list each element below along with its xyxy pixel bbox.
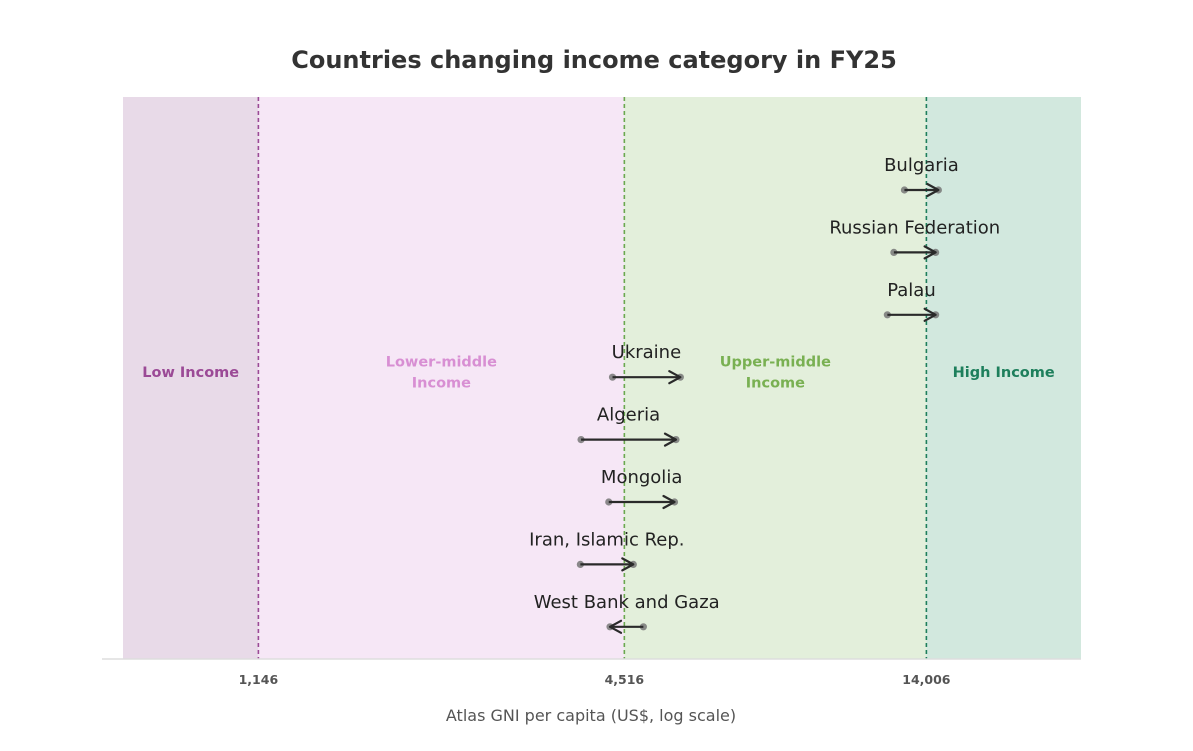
arrow-head [608,619,623,634]
arrow-head [663,432,678,447]
country-label: Russian Federation [829,217,1000,238]
band-lower-middle-income [258,97,625,659]
x-axis-ticks: 1,146 4,516 14,006 [239,672,951,687]
x-tick-label: 1,146 [239,672,279,687]
band-label-upper-middle-income: Upper-middle Income [720,355,831,392]
chart-title: Countries changing income category in FY… [291,46,897,74]
country-label: Iran, Islamic Rep. [529,529,684,550]
country-label: Ukraine [612,342,682,363]
band-label-lower-middle-income: Lower-middle Income [386,355,497,392]
band-labels: Low Income Lower-middle Income Upper-middle… [142,355,1055,392]
country-label: West Bank and Gaza [534,592,720,613]
country-row-bulgaria: Bulgaria [884,155,959,198]
country-label: Palau [887,280,936,301]
country-row-palau: Palau [883,280,940,322]
country-row-algeria: Algeria [577,405,680,447]
arrow-head [923,307,937,322]
arrow-head [668,370,682,385]
country-row-mongolia: Mongolia [601,467,682,510]
income-bands [123,97,1081,659]
country-row-west-bank-and-gaza: West Bank and Gaza [534,592,720,634]
x-axis-title: Atlas GNI per capita (US$, log scale) [446,706,736,725]
country-row-iran-islamic-rep: Iran, Islamic Rep. [529,529,685,572]
band-low-income [123,97,259,659]
country-label: Algeria [597,405,660,426]
band-label-high-income: High Income [953,365,1055,381]
arrow-head [923,245,937,260]
country-label: Mongolia [601,467,682,488]
country-label: Bulgaria [884,155,959,176]
country-row-ukraine: Ukraine [608,342,684,385]
country-row-russian-federation: Russian Federation [829,217,1000,260]
band-high-income [926,97,1081,659]
arrow-head [926,182,940,198]
country-arrows: Bulgaria Russian Federation Palau Ukraine Al… [529,155,1000,634]
arrow-head [621,557,635,572]
arrow-head [662,494,676,510]
x-tick-label: 14,006 [902,672,951,687]
band-label-low-income: Low Income [142,365,239,381]
x-tick-label: 4,516 [605,672,645,687]
